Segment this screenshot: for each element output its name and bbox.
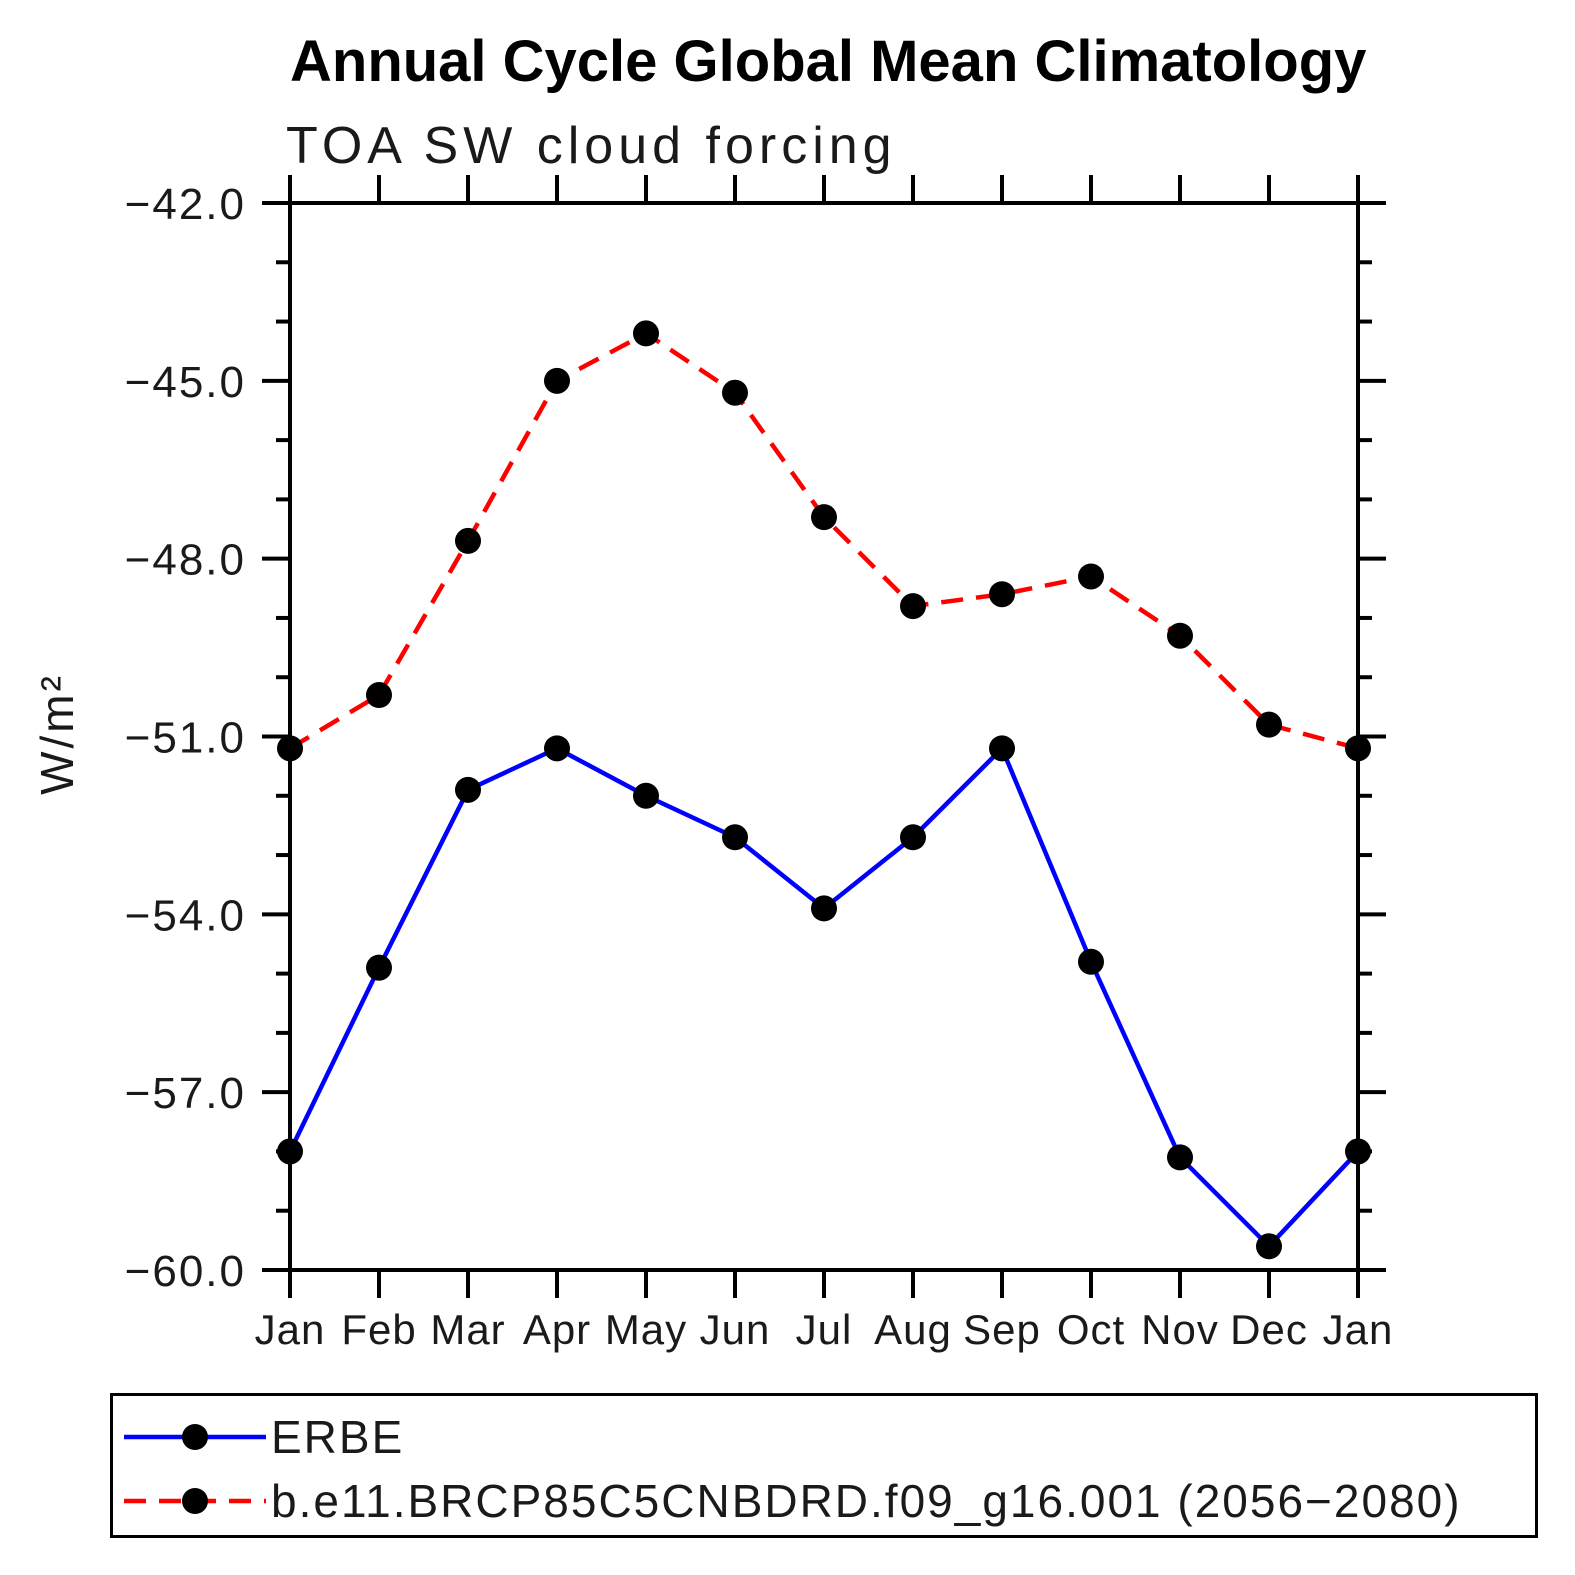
legend-item-erbe: ERBE <box>119 1411 405 1463</box>
data-point-marker <box>900 593 926 620</box>
data-point-marker <box>1078 563 1104 590</box>
y-tick-label: −45.0 <box>125 358 246 407</box>
data-point-marker <box>633 782 659 809</box>
data-point-marker <box>722 379 748 406</box>
chart-title: Annual Cycle Global Mean Climatology <box>290 29 1367 94</box>
legend-label-erbe: ERBE <box>271 1411 405 1463</box>
data-point-marker <box>366 954 392 981</box>
model-line-sample-icon <box>124 1488 266 1514</box>
data-point-marker <box>633 320 659 347</box>
chart-subtitle: TOA SW cloud forcing <box>286 117 897 175</box>
data-point-marker <box>1078 948 1104 975</box>
y-tick-label: −54.0 <box>125 891 246 940</box>
x-tick-label: Nov <box>1141 1306 1219 1353</box>
data-point-marker <box>366 682 392 709</box>
data-point-marker <box>1167 622 1193 649</box>
plot-frame <box>288 201 1360 1272</box>
legend-label-model: b.e11.BRCP85C5CNBDRD.f09_g16.001 (2056−2… <box>271 1475 1462 1527</box>
data-point-marker <box>722 824 748 851</box>
data-point-marker <box>1167 1144 1193 1171</box>
data-point-marker <box>989 735 1015 762</box>
data-point-marker <box>455 527 481 554</box>
x-tick-label: Jul <box>796 1306 853 1353</box>
data-point-marker <box>1345 1138 1371 1165</box>
x-tick-label: Jan <box>1323 1306 1394 1353</box>
y-tick-label: −60.0 <box>125 1247 246 1296</box>
data-point-marker <box>277 1138 303 1165</box>
data-point-marker <box>900 824 926 851</box>
y-tick-label: −42.0 <box>125 180 246 229</box>
x-tick-label: Mar <box>430 1306 505 1353</box>
y-tick-label: −57.0 <box>125 1069 246 1118</box>
x-tick-label: Dec <box>1230 1306 1308 1353</box>
x-tick-label: Jan <box>255 1306 326 1353</box>
data-point-marker <box>1345 735 1371 762</box>
data-point-marker <box>1256 1233 1282 1260</box>
data-point-marker <box>811 895 837 922</box>
data-point-marker <box>1256 711 1282 738</box>
y-tick-label: −48.0 <box>125 536 246 585</box>
x-tick-label: May <box>605 1306 687 1353</box>
data-point-marker <box>544 735 570 762</box>
data-point-marker <box>455 776 481 803</box>
x-tick-label: Sep <box>963 1306 1041 1353</box>
data-point-marker <box>277 735 303 762</box>
series-line-erbe <box>287 744 1360 1250</box>
erbe-line-sample-icon <box>124 1424 266 1450</box>
data-point-marker <box>989 581 1015 608</box>
x-tick-label: Oct <box>1057 1306 1125 1353</box>
x-tick-label: Feb <box>341 1306 416 1353</box>
data-point-marker <box>544 367 570 394</box>
x-tick-label: Apr <box>523 1306 591 1353</box>
x-tick-label: Aug <box>874 1306 952 1353</box>
data-point-marker <box>811 504 837 531</box>
legend-item-model: b.e11.BRCP85C5CNBDRD.f09_g16.001 (2056−2… <box>119 1475 1462 1527</box>
legend: ERBE b.e11.BRCP85C5CNBDRD.f09_g16.001 (2… <box>110 1393 1538 1538</box>
y-tick-label: −51.0 <box>125 714 246 763</box>
x-tick-label: Jun <box>700 1306 771 1353</box>
series-line-model <box>288 330 1359 751</box>
